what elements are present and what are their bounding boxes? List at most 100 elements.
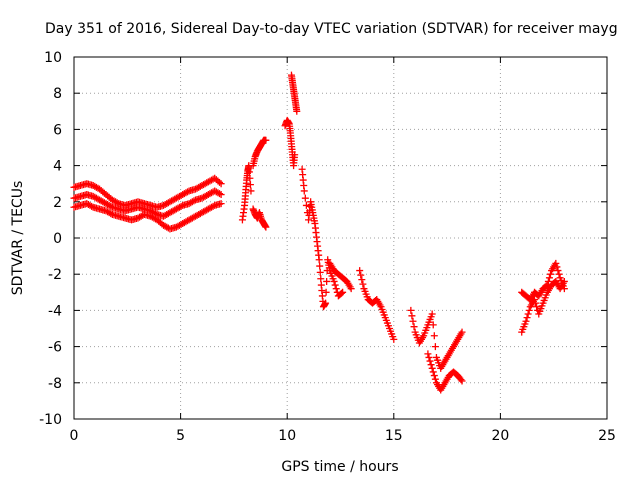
data-point bbox=[555, 270, 563, 278]
series-arc-a bbox=[70, 174, 225, 211]
series-arc-k bbox=[356, 267, 398, 343]
data-points bbox=[70, 71, 568, 394]
data-point bbox=[107, 202, 115, 210]
series-arc-n bbox=[518, 277, 568, 336]
series-arc-j bbox=[326, 259, 355, 293]
data-point bbox=[217, 180, 225, 188]
data-point bbox=[428, 364, 436, 372]
data-point bbox=[428, 310, 436, 318]
data-point bbox=[322, 288, 330, 296]
data-point bbox=[533, 303, 541, 311]
data-point bbox=[338, 289, 346, 297]
data-point bbox=[545, 274, 553, 282]
y-tick-label: -4 bbox=[48, 303, 62, 319]
data-point bbox=[300, 187, 308, 195]
data-point bbox=[88, 202, 96, 210]
series-arc-c bbox=[70, 200, 225, 233]
data-point bbox=[560, 285, 568, 293]
data-point bbox=[532, 299, 540, 307]
y-tick-label: 6 bbox=[53, 122, 62, 138]
plot-frame bbox=[73, 56, 608, 420]
data-point bbox=[458, 377, 466, 385]
data-point bbox=[177, 202, 185, 210]
data-point bbox=[216, 178, 224, 186]
data-point bbox=[293, 107, 301, 115]
data-point bbox=[262, 223, 270, 231]
series-arc-d bbox=[238, 162, 255, 224]
data-point bbox=[542, 282, 550, 290]
data-point bbox=[316, 262, 324, 270]
series-arc-h bbox=[287, 71, 301, 115]
series-arc-o bbox=[518, 259, 568, 304]
x-tick-label: 15 bbox=[385, 428, 403, 444]
data-point bbox=[339, 288, 347, 296]
data-point bbox=[190, 197, 198, 205]
tick-marks bbox=[73, 56, 608, 420]
y-tick-label: 2 bbox=[53, 195, 62, 211]
data-point bbox=[217, 191, 225, 199]
data-point bbox=[302, 201, 310, 209]
y-tick-label: -2 bbox=[48, 267, 62, 283]
data-point bbox=[547, 270, 555, 278]
data-point bbox=[315, 256, 323, 264]
data-point bbox=[543, 281, 551, 289]
data-point bbox=[247, 187, 255, 195]
x-tick-label: 5 bbox=[176, 428, 185, 444]
data-point bbox=[458, 328, 466, 336]
data-point bbox=[316, 268, 324, 276]
data-point bbox=[184, 188, 192, 196]
data-point bbox=[209, 202, 217, 210]
y-tick-label: 10 bbox=[44, 50, 62, 66]
data-point bbox=[390, 335, 398, 343]
x-tick-label: 10 bbox=[278, 428, 296, 444]
data-point bbox=[552, 259, 560, 267]
data-point bbox=[347, 285, 355, 293]
series-arc-f bbox=[249, 205, 270, 231]
data-point bbox=[427, 361, 435, 369]
data-point bbox=[332, 285, 340, 293]
data-point bbox=[357, 271, 365, 279]
data-point bbox=[301, 194, 309, 202]
data-point bbox=[524, 310, 532, 318]
data-point bbox=[409, 317, 417, 325]
data-point bbox=[522, 317, 530, 325]
data-point bbox=[322, 299, 330, 307]
y-axis-label: SDTVAR / TECUs bbox=[10, 181, 26, 296]
data-point bbox=[430, 332, 438, 340]
data-point bbox=[330, 277, 338, 285]
x-axis-label: GPS time / hours bbox=[281, 459, 398, 475]
grid bbox=[74, 57, 607, 419]
data-point bbox=[425, 353, 433, 361]
series-arc-m bbox=[424, 350, 466, 394]
data-point bbox=[408, 312, 416, 320]
y-tick-label: -10 bbox=[39, 412, 62, 428]
data-point bbox=[317, 275, 325, 283]
y-tick-label: 8 bbox=[53, 86, 62, 102]
data-point bbox=[331, 281, 339, 289]
data-point bbox=[553, 263, 561, 271]
data-point bbox=[554, 267, 562, 275]
data-point bbox=[107, 210, 115, 218]
y-tick-label: -8 bbox=[48, 376, 62, 392]
data-point bbox=[544, 277, 552, 285]
series-arc-g bbox=[281, 116, 299, 170]
x-tick-label: 25 bbox=[598, 428, 616, 444]
x-tick-label: 20 bbox=[491, 428, 509, 444]
data-point bbox=[424, 350, 432, 358]
data-point bbox=[426, 357, 434, 365]
data-point bbox=[356, 267, 364, 275]
data-point bbox=[359, 280, 367, 288]
data-point bbox=[407, 306, 415, 314]
data-point bbox=[429, 321, 437, 329]
y-tick-label: 4 bbox=[53, 159, 62, 175]
data-point bbox=[431, 343, 439, 351]
chart-title: Day 351 of 2016, Sidereal Day-to-day VTE… bbox=[45, 21, 618, 37]
data-point bbox=[246, 174, 254, 182]
x-tick-label: 0 bbox=[70, 428, 79, 444]
data-point bbox=[113, 199, 121, 207]
data-point bbox=[410, 323, 418, 331]
data-point bbox=[429, 368, 437, 376]
data-point bbox=[358, 276, 366, 284]
tick-labels: 0 5 10 15 20 25 -10 -8 -6 -4 -2 0 2 4 6 8 10 bbox=[39, 50, 616, 444]
